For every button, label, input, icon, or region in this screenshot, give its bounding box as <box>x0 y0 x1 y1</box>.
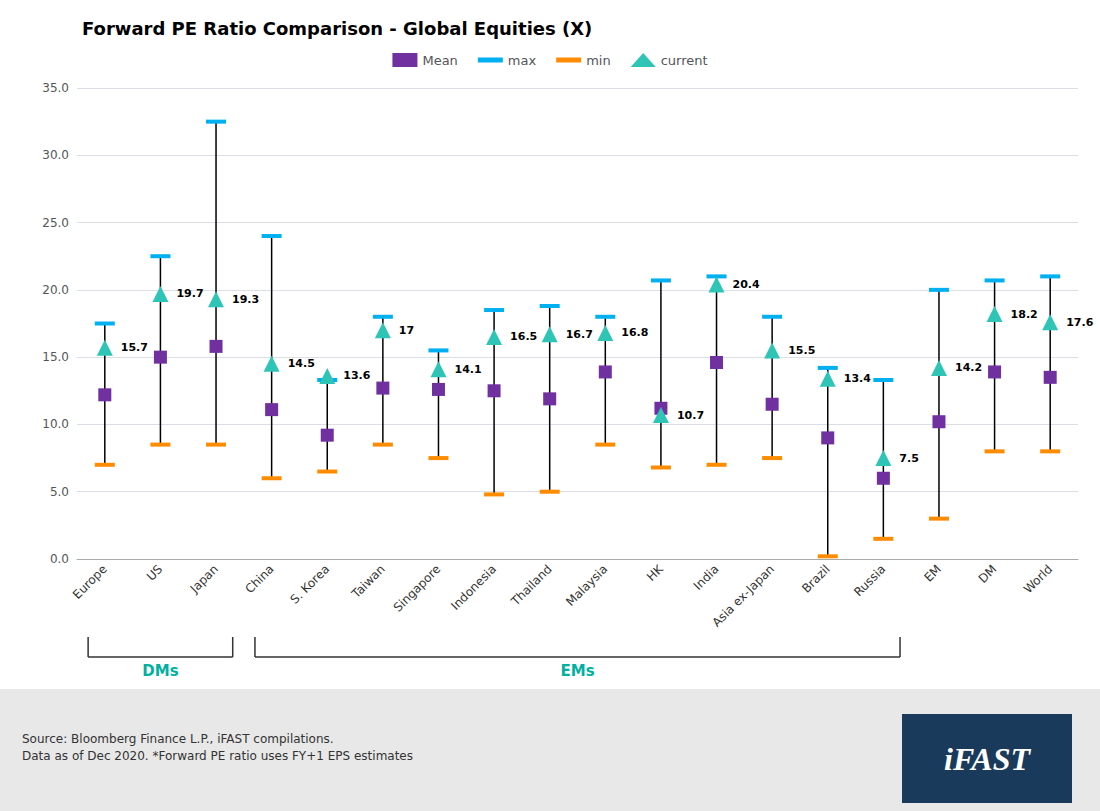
svg-text:20.4: 20.4 <box>733 278 760 291</box>
svg-text:China: China <box>242 562 276 596</box>
svg-text:35.0: 35.0 <box>42 81 69 95</box>
svg-text:Singapore: Singapore <box>391 562 444 615</box>
svg-text:US: US <box>144 562 165 583</box>
svg-text:Indonesia: Indonesia <box>448 562 499 613</box>
svg-text:10.7: 10.7 <box>677 409 704 422</box>
svg-text:10.0: 10.0 <box>42 417 69 431</box>
svg-text:20.0: 20.0 <box>42 283 69 297</box>
svg-text:Forward PE Ratio Comparison -: Forward PE Ratio Comparison - Global Equ… <box>82 18 592 39</box>
svg-text:World: World <box>1021 562 1055 596</box>
svg-text:19.7: 19.7 <box>176 287 203 300</box>
svg-text:Data as of Dec 2020. *Forward: Data as of Dec 2020. *Forward PE ratio u… <box>22 749 413 763</box>
svg-text:18.2: 18.2 <box>1011 308 1038 321</box>
svg-text:Russia: Russia <box>851 562 888 599</box>
svg-text:15.0: 15.0 <box>42 350 69 364</box>
svg-text:30.0: 30.0 <box>42 148 69 162</box>
svg-text:Japan: Japan <box>187 562 221 596</box>
svg-text:max: max <box>508 53 537 68</box>
svg-text:16.7: 16.7 <box>566 328 593 341</box>
svg-text:0.0: 0.0 <box>50 552 69 566</box>
svg-text:14.5: 14.5 <box>288 357 315 370</box>
svg-text:Europe: Europe <box>70 562 110 602</box>
svg-text:17.6: 17.6 <box>1066 316 1093 329</box>
svg-text:Mean: Mean <box>422 53 457 68</box>
svg-text:Taiwan: Taiwan <box>348 562 387 601</box>
svg-text:Brazil: Brazil <box>799 562 833 596</box>
svg-text:EM: EM <box>921 562 944 585</box>
svg-text:Asia ex-Japan: Asia ex-Japan <box>709 562 777 630</box>
svg-text:25.0: 25.0 <box>42 216 69 230</box>
svg-text:14.2: 14.2 <box>955 361 982 374</box>
svg-text:17: 17 <box>399 324 414 337</box>
svg-text:15.7: 15.7 <box>121 341 148 354</box>
svg-text:16.5: 16.5 <box>510 330 537 343</box>
svg-text:7.5: 7.5 <box>899 452 919 465</box>
svg-text:16.8: 16.8 <box>621 326 648 339</box>
svg-text:DM: DM <box>976 562 1000 586</box>
svg-text:iFAST: iFAST <box>944 741 1031 777</box>
svg-text:19.3: 19.3 <box>232 293 259 306</box>
svg-text:13.6: 13.6 <box>343 369 370 382</box>
svg-text:min: min <box>586 53 611 68</box>
svg-text:India: India <box>691 562 722 593</box>
svg-text:HK: HK <box>644 561 667 584</box>
svg-text:DMs: DMs <box>142 662 178 680</box>
svg-text:5.0: 5.0 <box>50 485 69 499</box>
svg-text:13.4: 13.4 <box>844 372 871 385</box>
svg-text:current: current <box>661 53 708 68</box>
svg-text:Malaysia: Malaysia <box>563 562 610 609</box>
svg-text:EMs: EMs <box>560 662 594 680</box>
svg-text:15.5: 15.5 <box>788 344 815 357</box>
svg-text:Source: Bloomberg Finance L.P.: Source: Bloomberg Finance L.P., iFAST co… <box>22 732 334 746</box>
svg-text:14.1: 14.1 <box>454 363 481 376</box>
svg-text:S. Korea: S. Korea <box>288 562 333 607</box>
svg-text:Thailand: Thailand <box>508 562 555 609</box>
